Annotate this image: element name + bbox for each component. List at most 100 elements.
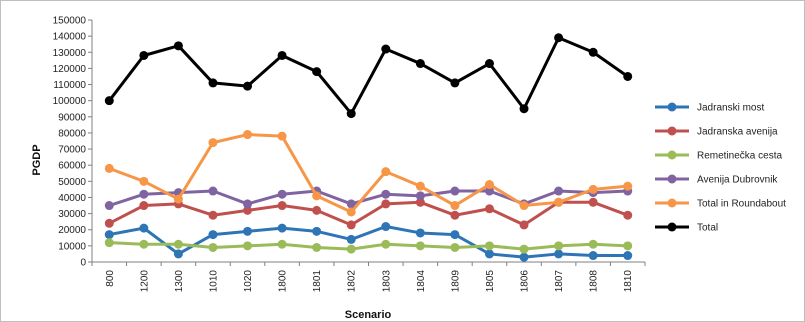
data-point: [415, 197, 425, 207]
data-point: [312, 191, 322, 201]
data-point: [450, 201, 460, 211]
data-point: [277, 50, 287, 60]
data-point: [277, 201, 287, 211]
series-line: [108, 133, 628, 214]
data-point: [484, 249, 494, 259]
data-point: [277, 131, 287, 141]
data-point: [104, 163, 114, 173]
data-point: [312, 205, 322, 215]
data-point: [139, 176, 149, 186]
y-tick-label: 0: [80, 258, 86, 269]
data-point: [519, 201, 529, 211]
data-point: [519, 252, 529, 262]
series-layer: [104, 33, 633, 262]
x-tick-label: 1020: [243, 270, 254, 293]
data-point: [381, 199, 391, 209]
data-point: [277, 189, 287, 199]
data-point: [450, 210, 460, 220]
data-point: [104, 238, 114, 248]
data-point: [554, 33, 564, 43]
data-point: [104, 96, 114, 106]
y-tick-label: 10000: [58, 241, 86, 252]
legend-label: Jadranski most: [697, 103, 764, 114]
data-point: [104, 230, 114, 240]
x-axis-title: Scenario: [345, 309, 392, 321]
x-tick-label: 1805: [485, 270, 496, 293]
y-axis: 0 10000 20000 30000 40000 50000 60000 70000 8000…: [53, 16, 93, 269]
data-point: [139, 239, 149, 249]
y-tick-label: 60000: [58, 161, 86, 172]
series-remetine-ka-cesta: [104, 238, 633, 254]
series-line: [109, 225, 628, 259]
data-point: [346, 244, 356, 254]
x-tick-label: 1808: [589, 270, 600, 293]
x-tick-label: 1806: [520, 270, 531, 293]
data-point: [208, 242, 218, 252]
y-tick-label: 80000: [58, 128, 86, 139]
legend-label: Avenija Dubrovnik: [697, 175, 778, 186]
legend-label: Remetinečka cesta: [697, 151, 782, 162]
x-tick-label: 1810: [623, 270, 634, 293]
y-tick-label: 50000: [58, 177, 86, 188]
data-point: [588, 47, 598, 57]
series-jadranski-most: [104, 222, 633, 262]
x-axis: 800 1200 1300 1010 1020 1800 1801 1802 1803 1804 1…: [91, 261, 646, 293]
data-point: [243, 241, 253, 251]
data-point: [381, 239, 391, 249]
data-point: [484, 59, 494, 69]
data-point: [623, 71, 633, 81]
y-axis-title: PGDP: [31, 144, 43, 175]
y-tick-label: 90000: [58, 112, 86, 123]
data-point: [208, 78, 218, 88]
data-point: [588, 251, 598, 261]
data-point: [484, 241, 494, 251]
data-point: [346, 199, 356, 209]
legend-entry: Jadranski most: [655, 102, 764, 114]
data-point: [381, 222, 391, 232]
data-point: [346, 234, 356, 244]
data-point: [312, 242, 322, 252]
data-point: [554, 249, 564, 259]
series-line: [108, 200, 629, 227]
data-point: [554, 186, 564, 196]
y-tick-label: 120000: [53, 64, 87, 75]
data-point: [139, 189, 149, 199]
data-point: [208, 138, 218, 148]
y-tick-label: 130000: [53, 48, 87, 59]
legend-entry: Remetinečka cesta: [655, 150, 782, 162]
data-point: [346, 220, 356, 230]
data-point: [173, 239, 183, 249]
data-point: [623, 210, 633, 220]
data-point: [623, 251, 633, 261]
y-tick-label: 30000: [58, 209, 86, 220]
data-point: [381, 167, 391, 177]
legend-entry: Total in Roundabout: [655, 198, 786, 210]
data-point: [415, 191, 425, 201]
x-tick-label: 1801: [312, 270, 323, 293]
data-point: [415, 228, 425, 238]
series-line: [109, 241, 628, 251]
data-point: [312, 226, 322, 236]
legend-label: Total: [697, 223, 718, 234]
data-point: [173, 249, 183, 259]
data-point: [173, 194, 183, 204]
data-point: [381, 44, 391, 54]
data-point: [243, 226, 253, 236]
series-line: [108, 189, 628, 207]
x-tick-label: 800: [105, 270, 116, 287]
y-tick-label: 100000: [53, 96, 87, 107]
data-point: [277, 239, 287, 249]
data-point: [243, 199, 253, 209]
y-tick-label: 140000: [53, 32, 87, 43]
data-point: [588, 197, 598, 207]
legend: Jadranski most Jadranska avenija Remetineč…: [655, 102, 786, 234]
data-point: [139, 50, 149, 60]
data-point: [415, 59, 425, 69]
data-point: [450, 242, 460, 252]
series-total-in-roundabout: [104, 130, 633, 217]
data-point: [554, 197, 564, 207]
data-point: [243, 81, 253, 91]
series-total: [104, 33, 633, 119]
